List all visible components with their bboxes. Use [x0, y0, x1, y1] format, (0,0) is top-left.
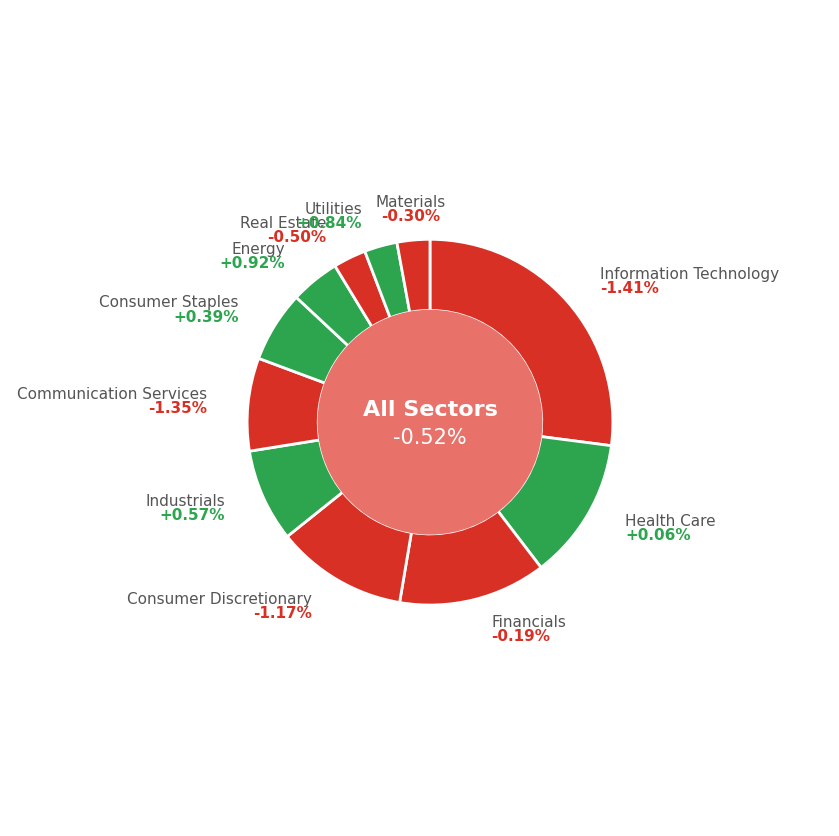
Text: Consumer Discretionary: Consumer Discretionary [127, 592, 312, 607]
Text: +0.92%: +0.92% [220, 257, 285, 272]
Wedge shape [249, 440, 343, 537]
Text: Materials: Materials [376, 195, 446, 210]
Wedge shape [430, 239, 612, 446]
Wedge shape [498, 436, 612, 568]
Circle shape [318, 310, 542, 534]
Text: -1.17%: -1.17% [253, 606, 312, 621]
Wedge shape [296, 266, 372, 346]
Text: Industrials: Industrials [145, 494, 225, 509]
Text: Health Care: Health Care [625, 514, 716, 529]
Text: Energy: Energy [232, 242, 285, 257]
Wedge shape [397, 239, 430, 313]
Text: -1.41%: -1.41% [601, 281, 659, 296]
Text: +0.06%: +0.06% [625, 528, 690, 543]
Text: -0.30%: -0.30% [381, 209, 440, 224]
Text: -0.19%: -0.19% [492, 629, 550, 644]
Wedge shape [248, 359, 326, 451]
Wedge shape [335, 252, 390, 327]
Text: +0.57%: +0.57% [159, 508, 225, 523]
Text: Information Technology: Information Technology [601, 267, 779, 282]
Text: +0.39%: +0.39% [173, 309, 238, 324]
Text: +0.84%: +0.84% [297, 217, 362, 232]
Wedge shape [365, 242, 409, 318]
Text: Communication Services: Communication Services [18, 386, 207, 401]
Text: -0.50%: -0.50% [267, 230, 326, 245]
Text: -1.35%: -1.35% [149, 400, 207, 415]
Text: Utilities: Utilities [305, 202, 362, 217]
Text: -0.52%: -0.52% [393, 428, 466, 448]
Wedge shape [287, 492, 411, 603]
Wedge shape [399, 511, 541, 605]
Wedge shape [258, 298, 348, 383]
Text: All Sectors: All Sectors [362, 400, 498, 420]
Text: Real Estate: Real Estate [239, 216, 326, 231]
Text: Financials: Financials [492, 614, 566, 630]
Text: Consumer Staples: Consumer Staples [99, 295, 238, 310]
